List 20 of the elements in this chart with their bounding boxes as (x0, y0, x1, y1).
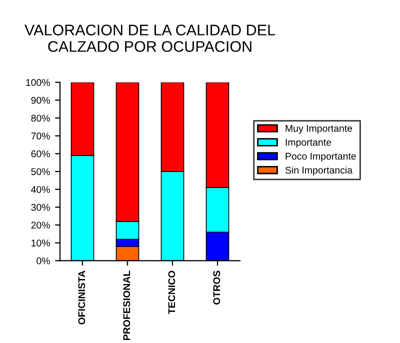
y-tick-label: 50% (31, 168, 50, 176)
legend-label: Muy Importante (286, 125, 352, 134)
y-tick-label: 70% (31, 132, 50, 140)
y-tick-label: 0% (36, 257, 50, 264)
x-tick-label: PROFESIONAL (123, 270, 130, 340)
x-tick-label: OTROS (213, 270, 220, 305)
y-tick-label: 20% (31, 222, 50, 229)
chart-title: VALORACION DE LA CALIDAD DEL CALZADO POR OCUPACION (24, 24, 276, 52)
y-tick-label: 80% (31, 114, 50, 122)
y-tick-label: 30% (31, 204, 50, 211)
y-tick-label: 10% (32, 240, 50, 246)
x-tick-label: TECNICO (168, 270, 176, 314)
legend-label: Importante (286, 138, 332, 148)
y-tick-label: 90% (31, 96, 50, 104)
x-tick-label: OFICINISTA (78, 270, 86, 324)
legend-label: Poco Importante (286, 152, 356, 162)
y-tick-label: 100% (26, 79, 50, 86)
y-tick-label: 40% (31, 186, 50, 193)
y-tick-label: 60% (31, 150, 50, 158)
legend-label: Sin Importancia (285, 166, 353, 176)
